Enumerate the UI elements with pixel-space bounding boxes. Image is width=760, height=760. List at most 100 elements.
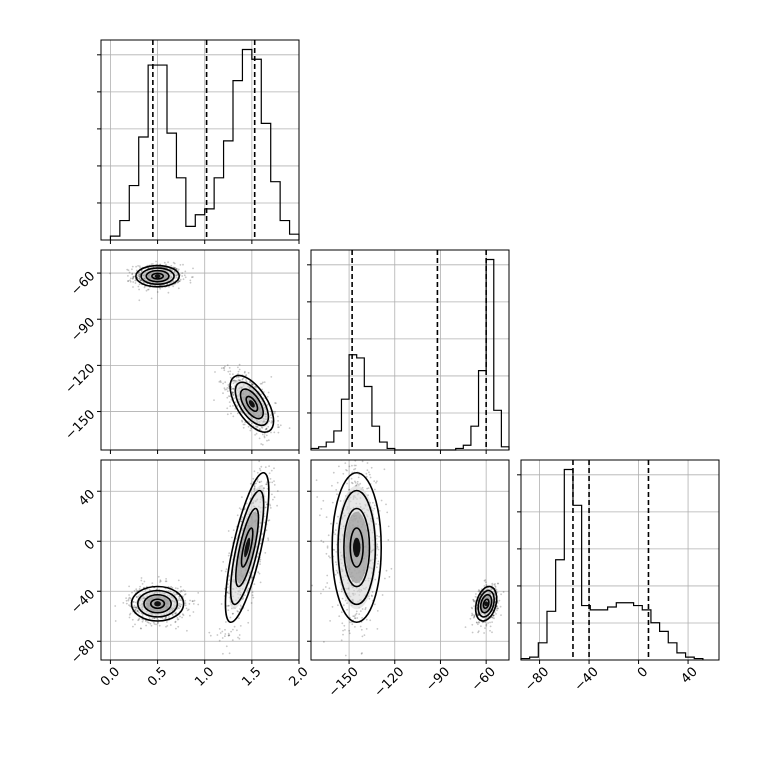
sample-point: [331, 484, 333, 487]
histogram-1-bar-11: [214, 178, 223, 240]
sample-point: [226, 390, 229, 393]
histogram-panel-1: [97, 39, 300, 244]
sample-point: [267, 537, 269, 540]
histogram-3-bar-14: [642, 610, 651, 660]
sample-point: [129, 605, 132, 607]
sample-point: [175, 627, 177, 630]
sample-point: [263, 381, 266, 383]
sample-point: [336, 572, 339, 574]
sample-point: [178, 607, 181, 610]
sample-point: [226, 586, 229, 589]
histogram-2-bar-7: [364, 387, 372, 450]
sample-point: [228, 652, 231, 655]
sample-point: [373, 480, 376, 482]
sample-point: [165, 263, 167, 266]
sample-point: [228, 634, 230, 637]
sample-point: [249, 381, 252, 384]
sample-point: [354, 617, 356, 619]
sample-point: [471, 612, 473, 615]
sample-point: [267, 453, 269, 455]
contour-level-1: [477, 589, 495, 618]
sample-point: [470, 614, 473, 617]
p3_vs_p2-frame: [310, 459, 510, 661]
sample-point: [208, 631, 211, 634]
contour-level-2: [479, 593, 493, 614]
sample-point: [365, 628, 368, 630]
sample-point: [329, 620, 331, 622]
sample-point: [220, 367, 223, 370]
sample-point: [262, 381, 264, 384]
sample-point: [220, 381, 222, 384]
histogram-2-bar-22: [479, 371, 487, 450]
histogram-panel-2: [307, 249, 510, 454]
sample-point: [375, 481, 377, 484]
sample-point: [358, 484, 360, 486]
sample-point: [349, 621, 351, 624]
sample-point: [193, 599, 196, 602]
sample-point: [134, 608, 137, 611]
sample-point: [128, 604, 130, 606]
sample-point: [171, 614, 174, 617]
sample-point: [331, 606, 334, 608]
y-tick-label-row3-3: 40: [76, 487, 98, 509]
sample-point: [243, 508, 246, 511]
histogram-2-bar-23: [486, 260, 494, 450]
sample-point: [476, 621, 478, 624]
sample-point: [330, 522, 332, 525]
sample-point: [346, 608, 348, 611]
sample-point: [377, 560, 380, 563]
sample-point: [129, 612, 132, 615]
sample-point: [326, 545, 329, 548]
p3_vs_p1-marks: [114, 436, 279, 655]
contour-level-1: [140, 267, 175, 286]
sample-point: [344, 462, 347, 464]
x-tick-label-col2-0: −150: [326, 664, 362, 700]
sample-point: [159, 287, 162, 290]
histogram-2-bar-4: [341, 399, 349, 450]
sample-point: [184, 590, 186, 592]
sample-point: [251, 422, 253, 425]
sample-point: [356, 480, 359, 483]
sample-point: [353, 468, 355, 471]
sample-point: [223, 387, 226, 390]
sample-point: [491, 582, 494, 585]
sample-point: [497, 582, 500, 585]
sample-point: [240, 508, 242, 511]
histogram-1-bar-19: [290, 234, 299, 240]
sample-point: [351, 482, 354, 485]
sample-point: [495, 588, 498, 591]
sample-point: [152, 621, 155, 624]
sample-point: [489, 588, 492, 590]
sample-point: [259, 558, 262, 561]
sample-point: [175, 268, 178, 270]
y-tick-label-row2-0: −150: [63, 407, 99, 443]
p2_vs_p1-frame: [100, 249, 300, 451]
sample-point: [489, 629, 491, 632]
sample-point: [491, 621, 493, 623]
sample-point: [355, 484, 358, 486]
sample-point: [246, 589, 249, 592]
sample-point: [270, 436, 272, 438]
sample-point: [353, 660, 355, 662]
sample-point: [130, 277, 132, 280]
sample-point: [136, 610, 139, 612]
sample-point: [368, 471, 370, 474]
sample-point: [473, 614, 476, 617]
sample-point: [177, 280, 180, 283]
sample-point: [138, 588, 141, 590]
sample-point: [243, 423, 246, 426]
sample-point: [144, 285, 146, 288]
sample-point: [477, 630, 480, 632]
sample-point: [179, 264, 182, 266]
sample-point: [239, 608, 241, 610]
sample-point: [359, 610, 362, 612]
sample-point: [132, 625, 134, 628]
sample-point: [141, 615, 144, 617]
sample-point: [159, 580, 162, 583]
x-tick-label-col2-3: −60: [469, 664, 499, 694]
sample-point: [485, 581, 487, 584]
sample-point: [477, 590, 480, 593]
histogram-1-bar-14: [242, 50, 251, 240]
sample-point: [166, 625, 169, 627]
sample-point: [338, 615, 341, 618]
